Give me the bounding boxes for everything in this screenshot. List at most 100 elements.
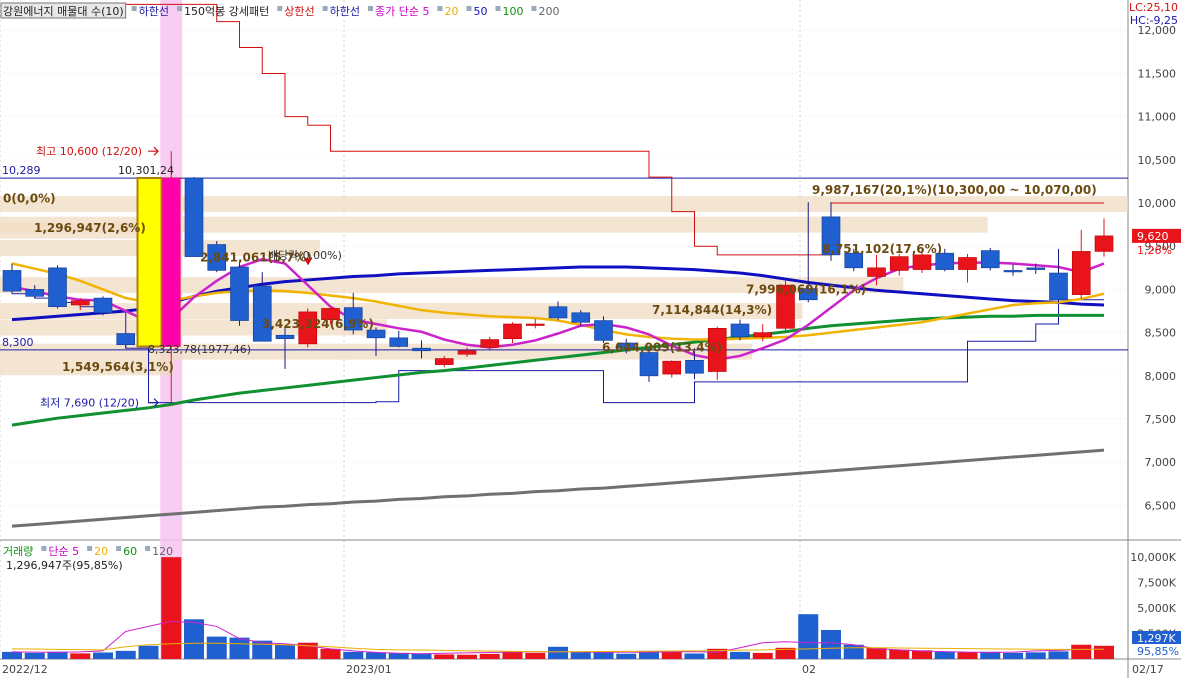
volume-bar [388, 652, 409, 659]
legend-item: 하한선 [139, 4, 169, 18]
candle-body [616, 342, 636, 349]
annotations: 최고 10,600 (12/20) 최저 7,690 (12/20) 10,289 8… [2, 145, 1097, 409]
candle-body [2, 270, 22, 292]
legend-marker [368, 6, 373, 11]
high-arrow [148, 146, 159, 156]
volume-bar [548, 646, 568, 659]
volume-bar [775, 647, 796, 659]
volume-bar [93, 652, 113, 659]
candle-body [457, 350, 477, 355]
candle-body [662, 360, 682, 375]
legend-marker [466, 6, 472, 11]
volume-bar [730, 651, 750, 659]
volume-bar [275, 644, 295, 659]
lc-label: LC:25,10 [1129, 1, 1178, 14]
candle-body [184, 177, 204, 257]
volume-bar [639, 650, 659, 659]
candle-body [25, 289, 45, 297]
ma200-line [11, 448, 1105, 528]
top-candle-label: 10,301,24 [118, 164, 174, 177]
legend-marker [495, 6, 501, 11]
volume-bar [934, 651, 955, 659]
legend-item: 60 [123, 545, 137, 558]
candle-body [730, 323, 750, 338]
y-tick-label: 7,000 [1145, 456, 1177, 469]
y-tick-label: 8,000 [1145, 370, 1177, 383]
candle-body [48, 267, 67, 308]
volume-bar [570, 652, 591, 659]
vp-label: 1,296,947(2,6%) [34, 221, 146, 235]
candle-body [753, 332, 773, 338]
candle-body [389, 337, 409, 347]
x-tick-label: 02 [802, 663, 816, 676]
volume-bars[interactable] [2, 557, 1114, 659]
legend-marker [437, 6, 443, 11]
candle-body [821, 216, 841, 256]
y-axis-area [1128, 0, 1181, 678]
y-tick-label: 10,000 [1138, 197, 1177, 210]
low-arrow [148, 398, 159, 408]
candle-body [958, 257, 977, 270]
volume-bar [252, 640, 273, 659]
candle-body [639, 352, 659, 377]
vp-label: 9,987,167(20,1%)(10,300,00 ~ 10,070,00) [812, 183, 1097, 197]
candle-body [912, 254, 932, 270]
legend-item: 상한선 [284, 5, 314, 18]
volume-badge-pct: 95,85% [1137, 645, 1179, 658]
candle-body [1071, 251, 1091, 295]
legend-marker [531, 6, 537, 11]
candle-body [1003, 270, 1023, 273]
legend: 강원에너지 매물대 수(10) 하한선 150억봉 강세패턴 상한선 하한선 종가 단순 … [0, 2, 559, 572]
x-tick-label: 2022/12 [2, 663, 48, 676]
candles[interactable] [2, 151, 1114, 403]
candle-body [503, 323, 522, 339]
vp-label: 3,423,324(6,9%) [262, 317, 374, 331]
volume-tick-label: 10,000K [1130, 551, 1176, 564]
volume-bar [434, 654, 455, 659]
volume-bar [525, 652, 546, 659]
price-badge [1132, 228, 1181, 243]
volume-bar [70, 653, 91, 659]
candle-body [1026, 267, 1046, 270]
volume-bar [411, 653, 432, 659]
legend-marker [177, 6, 183, 11]
legend-marker [145, 546, 151, 551]
price-badge-value: 9,620 [1137, 230, 1169, 243]
volume-bar [115, 650, 136, 659]
price-badge-pct: 1,26% [1137, 244, 1172, 257]
legend-item: 종가 단순 5 [375, 5, 429, 18]
volume-bar [184, 619, 204, 659]
candle-body [434, 358, 454, 365]
candle-body [275, 334, 295, 339]
upper-band-line [12, 3, 1104, 256]
candle-body [867, 267, 886, 277]
candle-body [1049, 272, 1068, 301]
volume-bar [912, 650, 932, 659]
candle-body [935, 252, 955, 270]
candle-body [412, 347, 431, 352]
volume-info: 1,296,947주(95,85%) [6, 559, 123, 572]
lower-band-line [12, 293, 1104, 404]
candle-body [844, 252, 864, 269]
y-tick-label: 9,000 [1145, 283, 1177, 296]
volume-bar [616, 653, 637, 659]
legend-item: 20 [444, 5, 458, 18]
volume-tick-label: 7,500K [1137, 577, 1176, 590]
candle-body [321, 308, 340, 320]
candle-body [480, 339, 500, 348]
volume-bar [366, 652, 386, 659]
hc-label: HC:-9,25 [1130, 14, 1178, 27]
volume-bar [798, 614, 819, 659]
candle-body [70, 300, 90, 306]
volume-bar [479, 653, 500, 659]
volume-bar [684, 653, 705, 659]
legend-marker [131, 6, 137, 11]
y-tick-label: 12,000 [1138, 24, 1177, 37]
volume-profile-band [0, 222, 146, 239]
volume-bar [980, 651, 1001, 659]
dividend-marker [304, 258, 312, 266]
candle-body [93, 297, 113, 314]
legend-marker [322, 6, 328, 11]
